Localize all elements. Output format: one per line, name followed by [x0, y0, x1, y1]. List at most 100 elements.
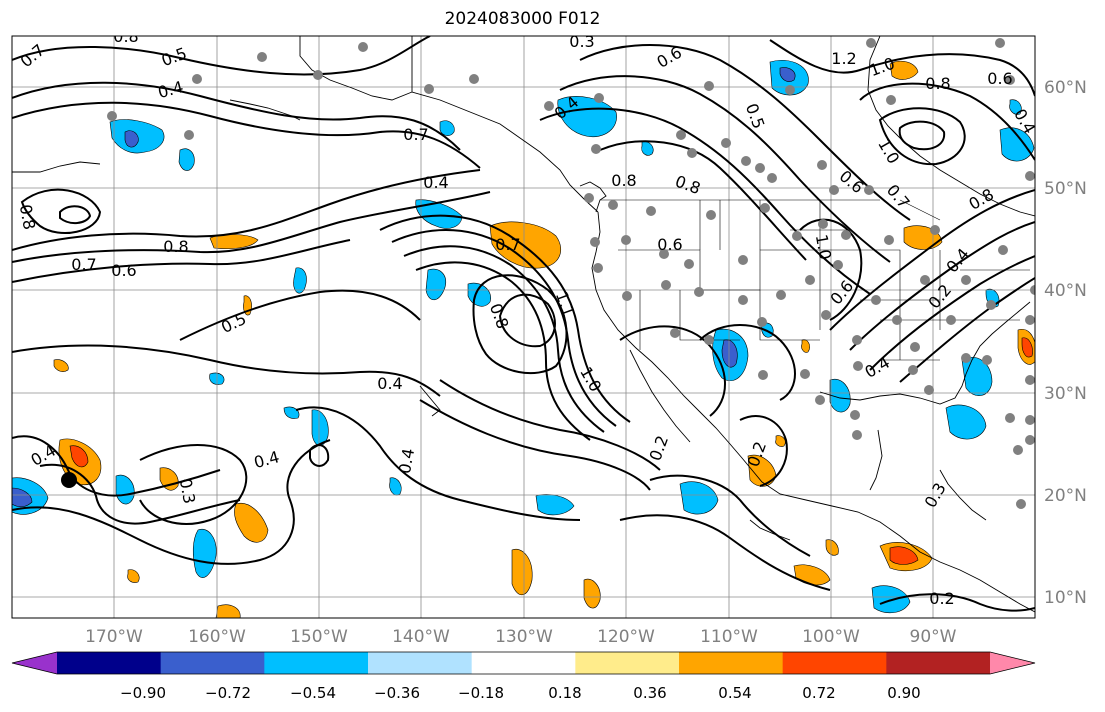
station-dot — [184, 130, 194, 140]
station-dot — [721, 138, 731, 148]
shade-blob — [53, 359, 69, 372]
map-title: 2024083000 F012 — [444, 9, 601, 29]
colorbar-outline — [11, 651, 1036, 675]
shade-blob — [999, 127, 1035, 162]
station-dot — [1016, 499, 1026, 509]
contour-label: 1.0 — [812, 233, 835, 261]
station-dot — [946, 315, 956, 325]
lat-label: 30°N — [1044, 384, 1087, 404]
station-dot — [850, 410, 860, 420]
shade-blob — [1009, 99, 1022, 115]
station-dot — [659, 249, 669, 259]
shade-blob — [12, 487, 33, 508]
contour-label: 0.6 — [111, 261, 136, 280]
station-dot — [757, 317, 767, 327]
station-dot — [982, 355, 992, 365]
station-dot — [776, 290, 786, 300]
colorbar-tick-label: 0.90 — [887, 684, 920, 702]
station-dot — [591, 144, 601, 154]
shade-blob — [829, 378, 851, 413]
lon-label: 160°W — [188, 627, 246, 647]
lon-label: 120°W — [597, 627, 655, 647]
colorbar-tick-label: −0.36 — [374, 684, 420, 702]
colorbar-tick-label: −0.18 — [458, 684, 504, 702]
colorbar-tick-label: 0.54 — [718, 684, 751, 702]
contour-label: 0.3 — [176, 477, 199, 505]
shaded-field — [12, 60, 1035, 618]
station-dot — [704, 335, 714, 345]
station-dot — [608, 200, 618, 210]
lat-label: 10°N — [1044, 588, 1087, 608]
shade-blob — [889, 546, 919, 565]
station-dot — [738, 295, 748, 305]
lon-label: 100°W — [802, 627, 860, 647]
station-dot — [818, 219, 828, 229]
lat-label: 60°N — [1044, 78, 1087, 98]
station-dot — [884, 235, 894, 245]
contour-label: 0.7 — [495, 235, 520, 254]
station-dot — [593, 263, 603, 273]
station-dot — [192, 74, 202, 84]
colorbar-segment — [160, 652, 265, 674]
station-dot — [829, 185, 839, 195]
station-dot — [424, 84, 434, 94]
station-dot — [815, 395, 825, 405]
shade-blob — [127, 569, 140, 583]
station-dot — [998, 245, 1008, 255]
station-dot — [670, 328, 680, 338]
station-dot — [358, 42, 368, 52]
shade-blob — [234, 502, 269, 543]
shade-blob — [178, 148, 195, 171]
station-dot — [661, 280, 671, 290]
shade-blob — [679, 481, 719, 515]
shade-blob — [775, 435, 786, 447]
station-dot — [107, 111, 117, 121]
lon-label: 170°W — [85, 627, 143, 647]
shade-blob — [69, 445, 89, 468]
station-dot — [886, 95, 896, 105]
contour-label: 0.8 — [16, 203, 39, 231]
contour-label: 0.4 — [395, 447, 418, 475]
station-dot — [995, 38, 1005, 48]
station-dot — [792, 231, 802, 241]
station-dot — [1005, 75, 1015, 85]
station-dot — [646, 206, 656, 216]
colorbar-segment — [471, 652, 576, 674]
colorbar-segment — [264, 652, 369, 674]
station-dot — [852, 335, 862, 345]
shade-blob — [583, 578, 601, 609]
station-dot — [1025, 415, 1035, 425]
station-dot — [892, 315, 902, 325]
colorbar-tick-label: 0.72 — [802, 684, 835, 702]
shade-blob — [311, 409, 329, 446]
station-dot — [920, 275, 930, 285]
station-dot — [910, 342, 920, 352]
station-dot — [833, 260, 843, 270]
station-dot — [738, 255, 748, 265]
station-dot — [908, 365, 918, 375]
station-dot — [704, 81, 714, 91]
station-dot — [694, 287, 704, 297]
shade-blob — [945, 404, 987, 440]
station-dot — [930, 225, 940, 235]
contour-label: 0.4 — [377, 374, 402, 393]
shade-blob — [115, 474, 135, 505]
lon-label: 110°W — [700, 627, 758, 647]
colorbar-segments — [11, 651, 1036, 675]
contour-label: 0.7 — [403, 125, 428, 144]
shade-blob — [389, 477, 402, 496]
colorbar-tick-label: 0.18 — [548, 684, 581, 702]
shade-blob — [889, 60, 919, 80]
station-dot — [1025, 171, 1035, 181]
shade-blob — [557, 96, 617, 138]
station-dot — [1013, 445, 1023, 455]
station-dot — [853, 361, 863, 371]
station-dot — [871, 295, 881, 305]
station-dot — [961, 275, 971, 285]
shade-blob — [801, 339, 810, 353]
colorbar-tick-label: −0.90 — [120, 684, 166, 702]
colorbar-segment — [575, 652, 680, 674]
station-dot — [684, 259, 694, 269]
shade-blob — [1021, 337, 1033, 358]
